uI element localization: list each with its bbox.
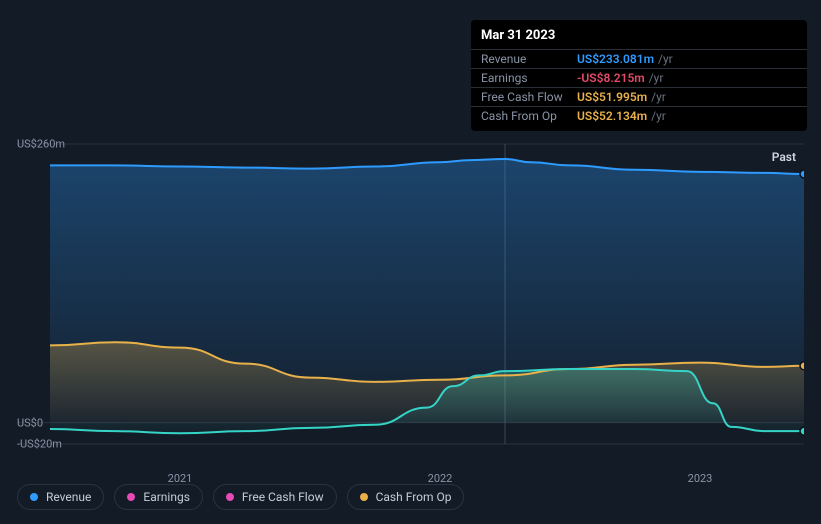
chart-legend: Revenue Earnings Free Cash Flow Cash From O… — [17, 484, 464, 510]
y-axis-label: US$0 — [17, 416, 77, 429]
tooltip-suffix: /yr — [651, 109, 666, 123]
legend-item-revenue[interactable]: Revenue — [17, 484, 104, 510]
legend-dot-icon — [127, 493, 135, 501]
tooltip-row: RevenueUS$233.081m/yr — [471, 49, 807, 68]
tooltip-row: Earnings-US$8.215m/yr — [471, 68, 807, 87]
legend-item-cash-from-op[interactable]: Cash From Op — [347, 484, 465, 510]
past-label: Past — [772, 150, 796, 164]
tooltip-value: -US$8.215m — [577, 71, 645, 85]
legend-label: Cash From Op — [376, 490, 452, 504]
tooltip-value: US$52.134m — [577, 109, 647, 123]
legend-dot-icon — [226, 493, 234, 501]
tooltip-date: Mar 31 2023 — [471, 26, 807, 49]
legend-item-earnings[interactable]: Earnings — [114, 484, 203, 510]
legend-item-free-cash-flow[interactable]: Free Cash Flow — [213, 484, 337, 510]
legend-label: Free Cash Flow — [242, 490, 324, 504]
y-axis-label: US$260m — [17, 138, 77, 151]
financials-chart[interactable]: Past US$260mUS$0-US$20m 202120222023 — [17, 124, 804, 464]
y-axis-label: -US$20m — [17, 438, 77, 451]
legend-label: Earnings — [143, 490, 190, 504]
tooltip-suffix: /yr — [651, 90, 666, 104]
tooltip-row: Free Cash FlowUS$51.995m/yr — [471, 87, 807, 106]
legend-dot-icon — [360, 493, 368, 501]
legend-label: Revenue — [46, 490, 91, 504]
tooltip-label: Free Cash Flow — [481, 90, 577, 104]
tooltip-row: Cash From OpUS$52.134m/yr — [471, 106, 807, 125]
chart-tooltip: Mar 31 2023 RevenueUS$233.081m/yrEarning… — [471, 20, 807, 131]
tooltip-label: Revenue — [481, 52, 577, 66]
tooltip-label: Cash From Op — [481, 109, 577, 123]
tooltip-suffix: /yr — [649, 71, 664, 85]
legend-dot-icon — [30, 493, 38, 501]
chart-canvas — [17, 124, 804, 464]
x-axis-label: 2023 — [688, 472, 713, 485]
tooltip-suffix: /yr — [658, 52, 673, 66]
tooltip-value: US$233.081m — [577, 52, 654, 66]
tooltip-label: Earnings — [481, 71, 577, 85]
tooltip-value: US$51.995m — [577, 90, 647, 104]
